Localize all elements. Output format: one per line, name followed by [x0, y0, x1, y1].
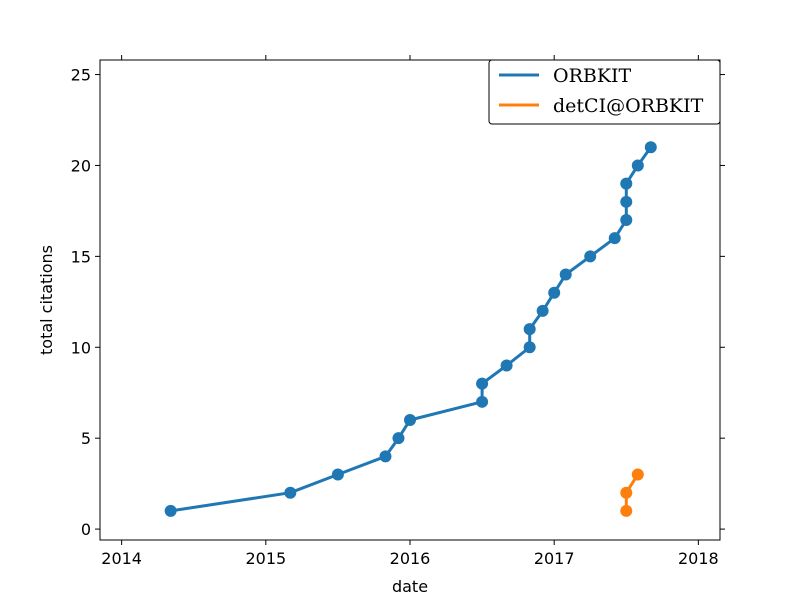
- data-point-orbkit: [392, 432, 405, 445]
- legend-label-detci: detCI@ORBKIT: [553, 95, 704, 117]
- data-point-orbkit: [548, 286, 561, 299]
- x-tick-label: 2015: [245, 549, 286, 568]
- series-line-orbkit: [170, 146, 653, 513]
- data-point-orbkit: [559, 268, 572, 281]
- data-point-orbkit: [379, 450, 392, 463]
- data-point-orbkit: [523, 323, 536, 336]
- y-tick-label: 15: [71, 247, 91, 266]
- data-point-detci-orbkit: [620, 504, 633, 517]
- y-axis-label: total citations: [37, 245, 56, 355]
- data-point-orbkit: [620, 177, 633, 190]
- legend-box: [488, 59, 721, 125]
- data-point-orbkit: [608, 232, 621, 245]
- data-point-orbkit: [284, 486, 297, 499]
- data-point-orbkit: [584, 250, 597, 263]
- data-point-orbkit: [620, 195, 633, 208]
- data-point-orbkit: [500, 359, 513, 372]
- data-point-detci-orbkit: [620, 486, 633, 499]
- data-point-orbkit: [331, 468, 344, 481]
- legend: ORBKIT detCI@ORBKIT: [488, 59, 721, 125]
- plot-frame: [99, 59, 721, 541]
- x-axis: 2014 2015 2016 2017 2018: [101, 55, 719, 568]
- plot-series: [164, 141, 657, 517]
- data-point-orbkit: [476, 395, 489, 408]
- y-tick-label: 5: [81, 429, 91, 448]
- y-axis: 0 5 10 15 20 25: [71, 66, 725, 539]
- y-tick-label: 0: [81, 520, 91, 539]
- y-tick-label: 10: [71, 338, 91, 357]
- x-axis-label: date: [392, 577, 428, 596]
- data-point-orbkit: [620, 214, 633, 226]
- x-tick-label: 2017: [534, 549, 575, 568]
- data-point-detci-orbkit: [631, 468, 644, 481]
- data-point-orbkit: [523, 341, 536, 354]
- legend-label-orbkit: ORBKIT: [553, 65, 632, 87]
- data-point-orbkit: [476, 377, 489, 390]
- data-point-orbkit: [536, 304, 549, 317]
- y-tick-label: 20: [71, 156, 91, 175]
- data-point-orbkit: [644, 141, 657, 154]
- y-tick-label: 25: [71, 66, 91, 85]
- x-tick-label: 2016: [390, 549, 431, 568]
- x-tick-label: 2018: [678, 549, 719, 568]
- data-point-orbkit: [164, 504, 177, 517]
- x-tick-label: 2014: [101, 549, 142, 568]
- data-point-orbkit: [631, 159, 644, 172]
- data-point-orbkit: [404, 414, 416, 426]
